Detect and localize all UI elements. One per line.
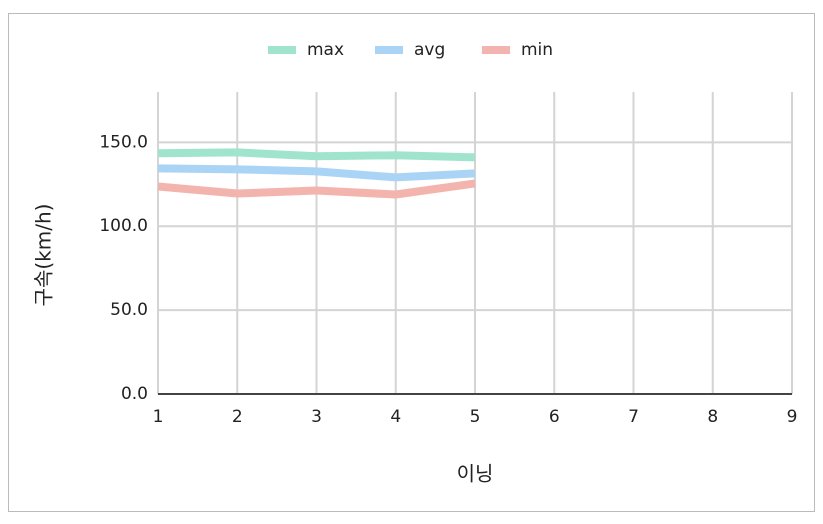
x-tick-label: 7 (628, 407, 639, 427)
chart-border (8, 13, 815, 512)
x-tick-label: 9 (787, 407, 798, 427)
data-line (157, 179, 476, 199)
x-tick-label: 3 (311, 407, 322, 427)
x-tick-label: 4 (390, 407, 401, 427)
x-axis-label: 이닝 (457, 462, 494, 486)
y-tick-label: 100.0 (99, 216, 148, 236)
x-tick-label: 6 (549, 407, 560, 427)
legend-label: avg (414, 40, 445, 60)
data-line (157, 164, 476, 182)
legend-label: min (521, 40, 553, 60)
y-axis-label: 구속(km/h) (32, 204, 56, 307)
data-line (157, 148, 476, 162)
x-tick-label: 2 (232, 407, 243, 427)
y-tick-label: 150.0 (99, 132, 148, 152)
y-tick-label: 50.0 (110, 300, 148, 320)
legend-label: max (307, 40, 344, 60)
x-tick-label: 8 (707, 407, 718, 427)
x-tick-label: 5 (470, 407, 481, 427)
x-tick-label: 1 (153, 407, 164, 427)
y-tick-label: 0.0 (121, 384, 148, 404)
